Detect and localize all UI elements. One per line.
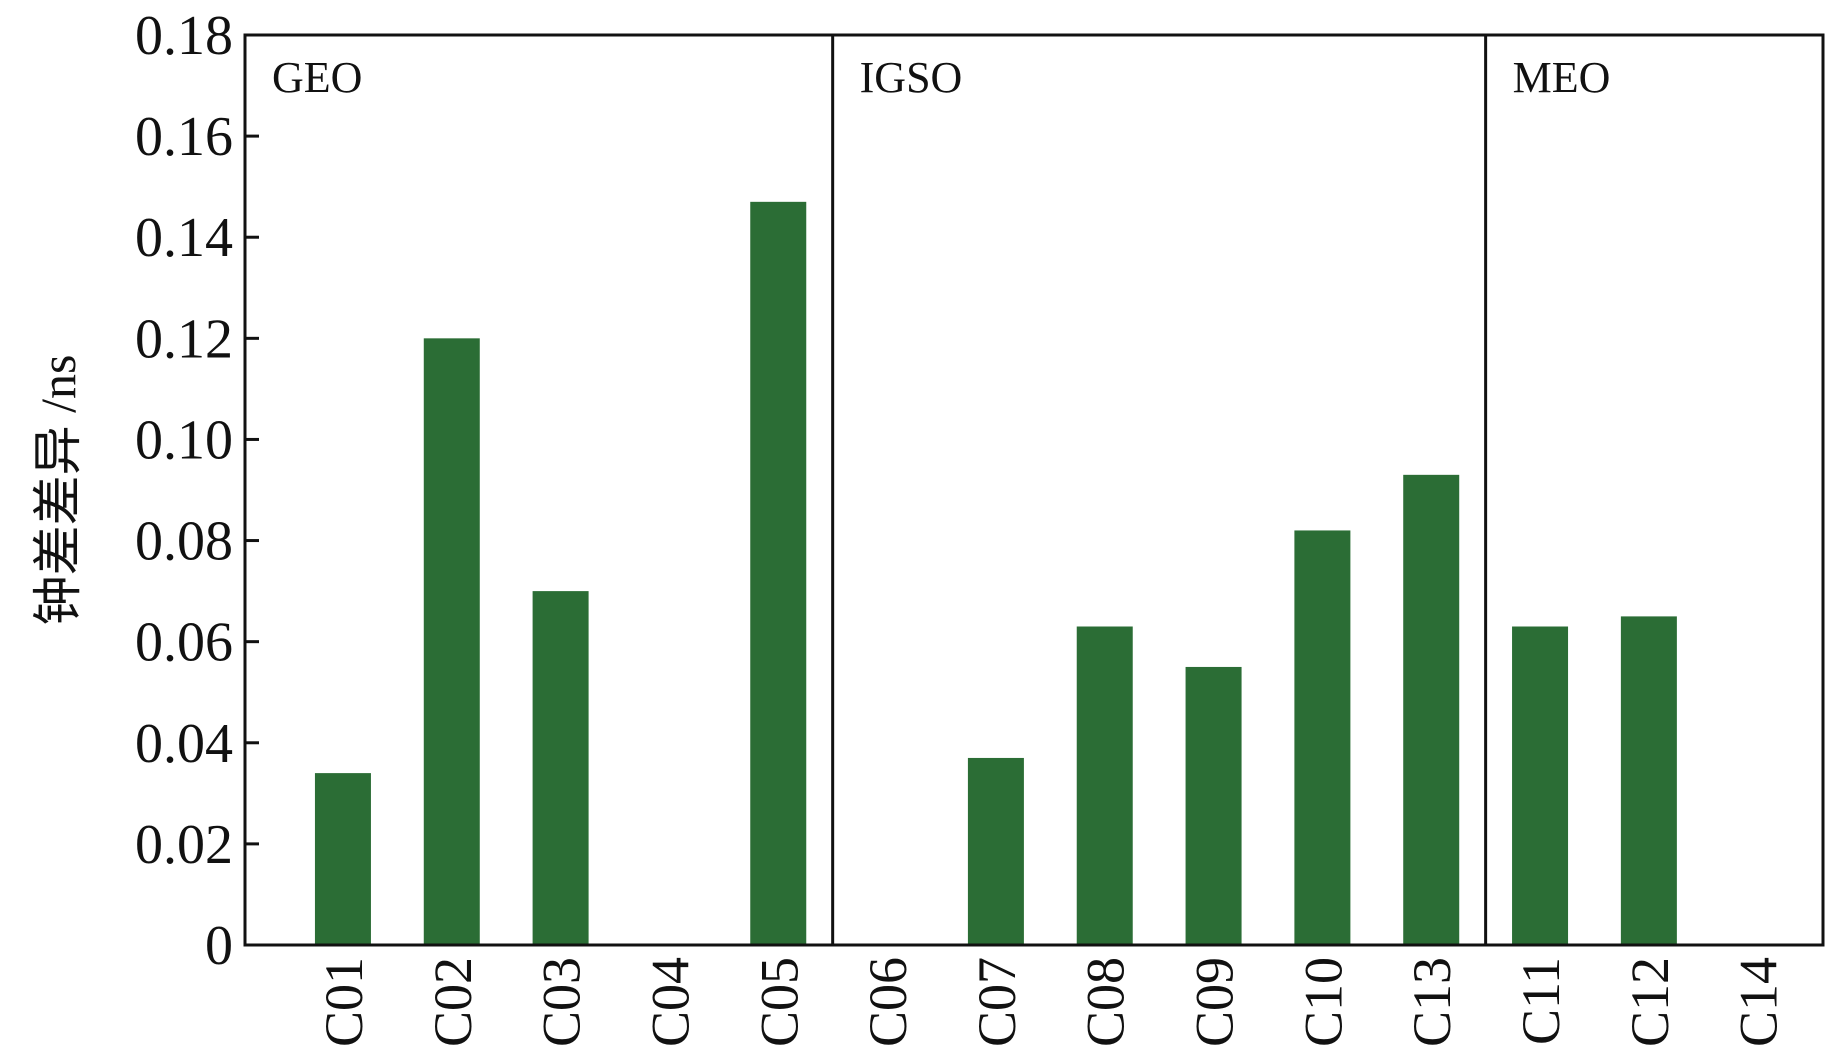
bar-c01	[314, 773, 371, 945]
x-tick-label-c11: C11	[1511, 957, 1571, 1045]
y-tick-label: 0.04	[135, 713, 233, 775]
bars-layer	[314, 201, 1677, 946]
y-axis-title: 钟差差异 /ns	[30, 355, 86, 626]
plot-border	[243, 33, 1825, 947]
x-tick-label-c01: C01	[314, 957, 374, 1047]
y-tick-label: 0.10	[135, 409, 233, 471]
bar-c09	[1185, 666, 1242, 945]
y-tick-label: 0.06	[135, 612, 233, 674]
y-tick-label: 0.16	[135, 106, 233, 168]
bar-c02	[423, 338, 480, 945]
x-tick-label-c12: C12	[1620, 957, 1680, 1047]
x-tick-label-c05: C05	[749, 957, 809, 1047]
y-tick-label: 0	[205, 915, 233, 977]
group-label-meo: MEO	[1513, 53, 1611, 102]
y-tick-label: 0.02	[135, 814, 233, 876]
x-tick-label-c07: C07	[967, 957, 1027, 1047]
plot-frame	[243, 33, 1825, 947]
x-tick-label-c08: C08	[1076, 957, 1136, 1047]
bar-c07	[967, 757, 1024, 945]
x-tick-label-c14: C14	[1729, 957, 1789, 1047]
bar-c12	[1620, 616, 1677, 945]
y-tick-label: 0.14	[135, 207, 233, 269]
bar-c08	[1076, 626, 1133, 945]
x-axis: C01 C02 C03 C04 C05 C06 C07 C08 C09 C10 C13 C11 C12 C…	[314, 957, 1789, 1047]
bar-c10	[1294, 530, 1351, 945]
x-tick-label-c06: C06	[858, 957, 918, 1047]
y-tick-label: 0.18	[135, 5, 233, 67]
x-tick-label-c03: C03	[532, 957, 592, 1047]
group-separators: GEO IGSO MEO	[272, 35, 1610, 945]
x-tick-label-c13: C13	[1402, 957, 1462, 1047]
bar-c05	[750, 201, 807, 946]
x-tick-label-c10: C10	[1293, 957, 1353, 1047]
y-axis: 0 0.02 0.04 0.06 0.08 0.10 0.12 0.14 0.16 0.18	[135, 5, 259, 977]
group-label-igso: IGSO	[860, 53, 963, 102]
y-tick-label: 0.08	[135, 511, 233, 573]
x-tick-label-c02: C02	[423, 957, 483, 1047]
bar-c11	[1512, 626, 1569, 945]
y-tick-label: 0.12	[135, 308, 233, 370]
bar-c13	[1403, 474, 1460, 945]
x-tick-label-c04: C04	[640, 957, 700, 1047]
bar-c03	[532, 591, 589, 945]
group-label-geo: GEO	[272, 53, 362, 102]
x-tick-label-c09: C09	[1185, 957, 1245, 1047]
